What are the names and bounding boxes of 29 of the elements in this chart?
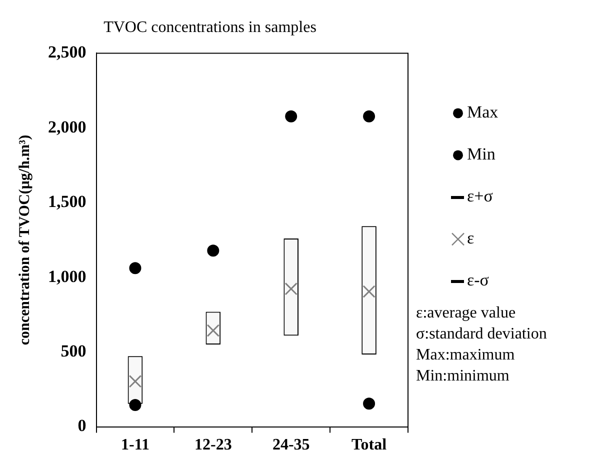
y-tick-label: 500 bbox=[60, 341, 86, 360]
text: σ:standard deviation bbox=[416, 325, 547, 342]
text: ε-σ bbox=[467, 270, 489, 290]
y-tick-label: 0 bbox=[78, 416, 86, 436]
point bbox=[363, 110, 376, 122]
point bbox=[362, 285, 376, 298]
y-tick-label: 2,500 bbox=[48, 42, 86, 62]
point bbox=[284, 282, 298, 296]
point bbox=[285, 110, 298, 122]
x-tick-label: Total bbox=[352, 436, 388, 454]
y-tick-label: 2,000 bbox=[48, 117, 86, 136]
text: Min:minimum bbox=[416, 367, 510, 384]
x-tick-label: 1-11 bbox=[120, 436, 150, 454]
legend-label: Max bbox=[467, 102, 499, 122]
point bbox=[129, 262, 142, 274]
point bbox=[363, 398, 376, 410]
point bbox=[207, 244, 220, 257]
legend-label: Min bbox=[467, 144, 496, 164]
y-tick-label: 1,500 bbox=[48, 192, 86, 212]
text: Max:maximum bbox=[416, 346, 516, 364]
chart-title: TVOC concentrations in samples bbox=[104, 18, 316, 36]
legend-label: ε bbox=[467, 228, 474, 248]
y-axis-title: concentration of TVOC(μg/h.m³) bbox=[16, 134, 33, 346]
y-tick-label: 1,000 bbox=[48, 266, 86, 286]
x-tick-label: 24-35 bbox=[272, 436, 310, 454]
text: ε+σ bbox=[467, 186, 493, 206]
x-tick-label: 12-23 bbox=[194, 436, 232, 454]
text: ε:average value bbox=[416, 304, 516, 322]
point bbox=[129, 398, 142, 411]
